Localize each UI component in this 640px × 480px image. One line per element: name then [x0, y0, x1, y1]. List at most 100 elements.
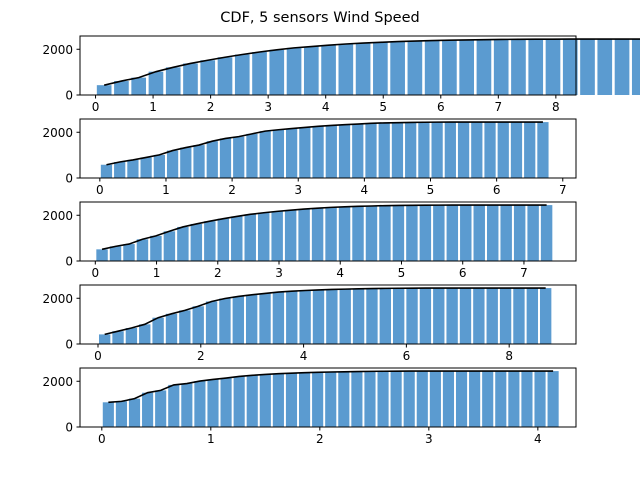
bar [338, 371, 350, 427]
figure-title: CDF, 5 sensors Wind Speed [220, 10, 419, 26]
x-tick-label: 0 [94, 349, 102, 363]
x-tick-label: 1 [149, 100, 157, 114]
bar [114, 161, 126, 178]
y-tick-label: 2000 [42, 375, 73, 389]
bar [424, 40, 440, 95]
bar [446, 288, 458, 344]
x-tick-label: 2 [228, 183, 236, 197]
bar [378, 122, 390, 178]
bar [299, 290, 311, 344]
bar [459, 39, 475, 95]
bar [219, 298, 231, 344]
bar [244, 214, 256, 261]
bar [476, 39, 492, 95]
bar [139, 324, 151, 344]
bar [312, 126, 324, 178]
bar [406, 288, 418, 344]
bar [487, 205, 499, 261]
bar [392, 205, 405, 261]
bar [192, 306, 204, 344]
bar [379, 288, 391, 344]
bar [123, 244, 135, 261]
bar [379, 205, 391, 261]
axes-frame [79, 367, 577, 428]
x-tick-label: 6 [459, 266, 467, 280]
y-tick-label: 2000 [42, 43, 73, 57]
bar [231, 216, 243, 261]
bar [431, 122, 443, 178]
x-tick-label: 6 [493, 183, 501, 197]
bar [153, 154, 165, 178]
bar [109, 246, 122, 261]
bar [457, 122, 470, 178]
bar [183, 63, 198, 95]
bar [486, 288, 498, 344]
bar [631, 39, 640, 95]
bar [272, 373, 284, 427]
bar [528, 39, 544, 95]
bar [338, 44, 354, 95]
bar [524, 122, 536, 178]
x-tick-label: 5 [398, 266, 406, 280]
y-tick-label: 0 [65, 255, 73, 269]
bar [217, 57, 233, 95]
bar [96, 85, 112, 95]
bar [459, 288, 472, 344]
subplot-4: 0 2 4 6 8 0 2000 [42, 284, 577, 363]
y-tick-label: 0 [65, 172, 73, 186]
bar [233, 376, 245, 427]
bar [405, 122, 417, 178]
bar [131, 77, 147, 95]
bar [365, 206, 378, 261]
bar [471, 122, 483, 178]
bar [259, 374, 271, 427]
bar [125, 327, 138, 344]
bar [206, 141, 218, 178]
bar [338, 124, 351, 178]
bar [257, 212, 270, 261]
bar [127, 159, 139, 178]
bar [325, 207, 337, 261]
x-tick-label: 3 [275, 266, 283, 280]
bar [114, 81, 129, 95]
bar [390, 41, 405, 95]
bar [407, 41, 423, 95]
bar [484, 122, 496, 178]
x-tick-label: 4 [322, 100, 330, 114]
bar [526, 288, 538, 344]
bar [245, 294, 258, 344]
bar [325, 372, 337, 427]
bar [272, 129, 285, 178]
bar [419, 205, 432, 261]
bar [352, 206, 364, 261]
x-tick-label: 2 [214, 266, 222, 280]
bar [168, 384, 180, 427]
x-tick-label: 0 [92, 100, 100, 114]
cdf-line [104, 287, 546, 336]
bar [473, 288, 485, 344]
bar [252, 52, 267, 95]
bar [508, 371, 520, 427]
bar [351, 371, 363, 427]
x-tick-label: 7 [520, 266, 528, 280]
bar [521, 371, 533, 427]
bar [163, 231, 176, 261]
bar [165, 67, 181, 95]
bar [219, 138, 232, 178]
bar [547, 371, 559, 427]
bar [179, 310, 191, 344]
x-tick-label: 8 [505, 349, 513, 363]
bar [366, 288, 378, 344]
bar [259, 131, 271, 178]
bar [352, 288, 365, 344]
y-tick-label: 0 [65, 338, 73, 352]
bar [271, 211, 283, 261]
bar [233, 136, 245, 178]
x-tick-label: 2 [197, 349, 205, 363]
bar [429, 371, 441, 427]
x-tick-label: 6 [437, 100, 445, 114]
bar [339, 289, 351, 344]
bar [286, 291, 298, 344]
bar [500, 205, 512, 261]
